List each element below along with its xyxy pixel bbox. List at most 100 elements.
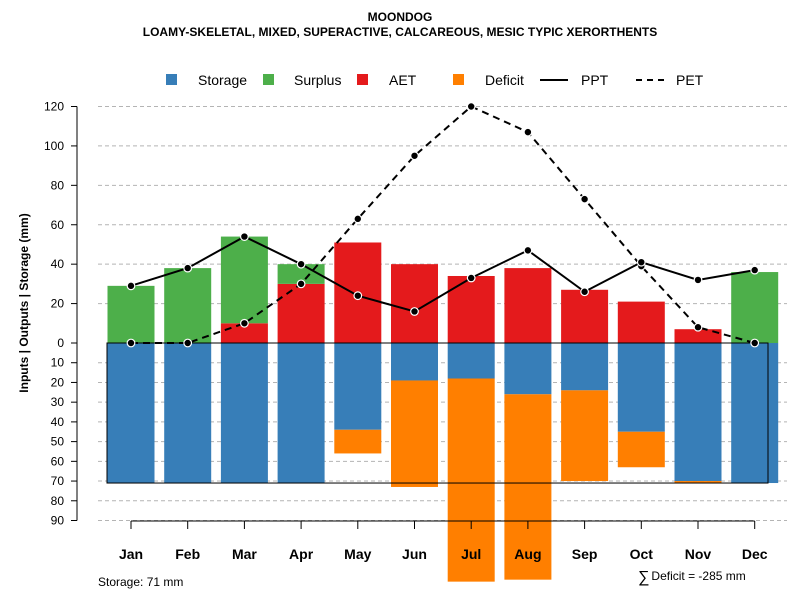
x-tick-label: Jan (119, 546, 143, 562)
x-tick-label: May (344, 546, 371, 562)
legend-label-deficit: Deficit (485, 72, 524, 88)
legend-swatch-aet (357, 74, 368, 85)
deficit-bar (674, 481, 722, 484)
ppt-point (466, 273, 476, 283)
ppt-point (353, 291, 363, 301)
storage-bar (334, 343, 382, 430)
x-tick-label: Apr (289, 546, 314, 562)
legend-label-storage: Storage (198, 72, 248, 88)
y-tick-label: 90 (51, 514, 65, 528)
legend-line-ppt (540, 79, 568, 81)
ppt-point (239, 232, 249, 241)
ppt-point (523, 245, 533, 255)
legend-label-surplus: Surplus (294, 72, 342, 88)
storage-bar (617, 343, 665, 432)
pet-point (183, 338, 193, 348)
y-tick-label: 30 (51, 395, 65, 409)
x-tick-label: Dec (742, 546, 768, 562)
pet-point (410, 151, 419, 161)
y-tick-label: 60 (51, 218, 65, 232)
y-tick-label: 20 (51, 375, 65, 389)
pet-point (693, 322, 703, 332)
y-tick-label: 50 (51, 435, 65, 449)
deficit-bar (561, 390, 609, 482)
x-tick-label: Jul (461, 546, 481, 562)
storage-bar (220, 343, 268, 484)
storage-bar (391, 343, 438, 381)
chart-title: MOONDOG (367, 10, 433, 24)
aet-bar (220, 323, 268, 343)
y-tick-label: 70 (51, 474, 65, 488)
y-tick-label: 0 (57, 336, 64, 350)
storage-bar (164, 343, 212, 484)
ppt-point (410, 307, 419, 316)
pet-point (523, 127, 533, 137)
deficit-bar (504, 394, 552, 580)
y-axis-label: Inputs | Outputs | Storage (mm) (17, 213, 31, 392)
storage-bar (504, 343, 552, 395)
surplus-bar (220, 236, 268, 324)
legend-label-aet: AET (389, 72, 417, 88)
x-tick-label: Aug (514, 546, 541, 562)
aet-bar (447, 275, 495, 343)
chart-subtitle: LOAMY-SKELETAL, MIXED, SUPERACTIVE, CALC… (142, 25, 658, 39)
y-tick-label: 80 (51, 494, 65, 508)
storage-bar (561, 343, 609, 391)
deficit-bar (617, 431, 665, 468)
pet-point (750, 338, 760, 348)
legend-swatch-storage (166, 74, 177, 85)
y-tick-label: 20 (51, 297, 65, 311)
ppt-point (183, 263, 193, 273)
pet-point (239, 318, 249, 328)
x-tick-label: Jun (402, 546, 427, 562)
pet-point (296, 279, 306, 289)
legend-swatch-surplus (263, 74, 274, 85)
legend-line-pet (636, 79, 664, 81)
ppt-point (580, 287, 589, 297)
sum-symbol: ∑ (638, 569, 650, 586)
x-tick-label: Feb (175, 546, 200, 562)
legend-label-pet: PET (676, 72, 704, 88)
deficit-annotation-text: Deficit = -285 mm (651, 569, 746, 583)
surplus-bar (107, 285, 155, 343)
legend: Storage Surplus AET Deficit PPT PET (0, 71, 800, 91)
deficit-bar (447, 378, 495, 582)
pet-point (466, 102, 476, 111)
x-tick-label: Sep (572, 546, 598, 562)
deficit-annotation: ∑ Deficit = -285 mm (638, 569, 746, 587)
pet-point (126, 338, 136, 348)
y-tick-label: 10 (51, 356, 65, 370)
aet-bar (391, 264, 438, 343)
storage-bar (731, 343, 779, 484)
deficit-bar (391, 380, 438, 487)
storage-bar (107, 343, 155, 484)
ppt-point (693, 275, 703, 285)
aet-bar (277, 283, 325, 343)
ppt-point (126, 281, 136, 291)
y-tick-label: 60 (51, 454, 65, 468)
storage-annotation: Storage: 71 mm (98, 575, 184, 589)
surplus-bar (164, 268, 212, 343)
aet-bar (504, 268, 552, 343)
ppt-point (636, 257, 646, 267)
ppt-point (296, 259, 306, 269)
y-tick-label: 40 (51, 257, 65, 271)
x-tick-label: Mar (232, 546, 257, 562)
pet-point (353, 214, 363, 224)
legend-swatch-deficit (453, 74, 464, 85)
storage-bar (277, 343, 325, 484)
y-tick-label: 80 (51, 178, 65, 192)
legend-label-ppt: PPT (581, 72, 609, 88)
y-tick-label: 40 (51, 415, 65, 429)
ppt-point (750, 265, 760, 275)
y-tick-label: 100 (44, 139, 64, 153)
pet-point (580, 194, 589, 204)
aet-bar (674, 329, 722, 343)
deficit-bar (334, 429, 382, 454)
ppt-line (130, 235, 755, 313)
x-tick-label: Nov (685, 546, 712, 562)
storage-bar (447, 343, 495, 379)
aet-bar (561, 289, 609, 343)
surplus-bar (731, 272, 779, 343)
